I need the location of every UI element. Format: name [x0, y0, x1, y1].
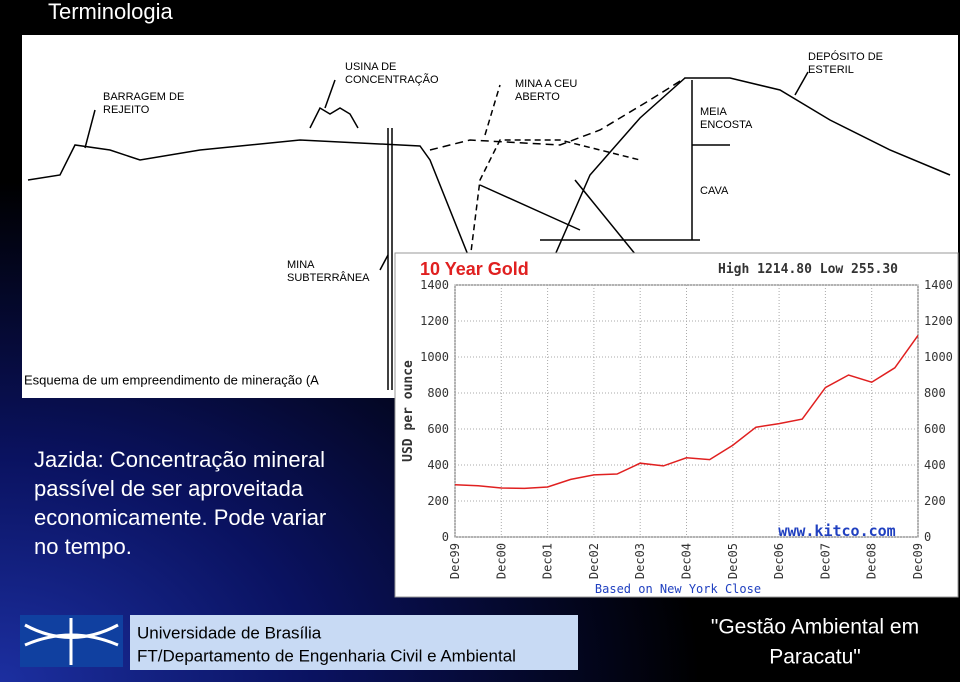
- x-tick-label: Dec03: [633, 543, 647, 579]
- x-tick-label: Dec05: [726, 543, 740, 579]
- diagram-label: MINA: [287, 259, 315, 271]
- institution: Universidade de Brasília: [137, 623, 322, 642]
- body-line: economicamente. Pode variar: [34, 505, 326, 530]
- diagram-drawing: [27, 71, 951, 390]
- diagram-label: USINA DE: [345, 61, 396, 73]
- logo-mark: [24, 618, 119, 665]
- x-tick-label: Dec07: [818, 543, 832, 579]
- project-line: Paracatu": [769, 646, 861, 669]
- y-tick-label: 0: [442, 530, 449, 544]
- y-tick-label: 600: [427, 422, 449, 436]
- diagram-label: SUBTERRÂNEA: [287, 271, 370, 284]
- y-tick-label-right: 200: [924, 494, 946, 508]
- diagram-label: CONCENTRAÇÃO: [345, 73, 439, 86]
- y-axis-label: USD per ounce: [401, 360, 416, 462]
- y-tick-label-right: 400: [924, 458, 946, 472]
- y-tick-label: 1400: [420, 278, 449, 292]
- body-line: Jazida: Concentração mineral: [34, 447, 325, 472]
- diagram-label: BARRAGEM DE: [103, 91, 184, 103]
- x-axis-label: Based on New York Close: [595, 582, 761, 596]
- y-tick-label-right: 0: [924, 530, 931, 544]
- diagram-label: MEIA: [700, 106, 728, 118]
- y-tick-label: 200: [427, 494, 449, 508]
- y-tick-label: 800: [427, 386, 449, 400]
- y-tick-label-right: 1400: [924, 278, 953, 292]
- y-tick-label: 1200: [420, 314, 449, 328]
- y-tick-label-right: 1000: [924, 350, 953, 364]
- chart-title: 10 Year Gold: [420, 259, 529, 279]
- x-tick-label: Dec01: [541, 543, 555, 579]
- price-line: [454, 334, 919, 490]
- diagram-label: CAVA: [700, 185, 729, 197]
- y-tick-label: 400: [427, 458, 449, 472]
- diagram-label: ESTERIL: [808, 64, 854, 76]
- y-tick-label-right: 800: [924, 386, 946, 400]
- x-tick-label: Dec00: [494, 543, 508, 579]
- slide-title: Terminologia: [48, 0, 173, 24]
- diagram-label: ENCOSTA: [700, 119, 753, 131]
- x-tick-label: Dec04: [680, 543, 694, 579]
- y-tick-label: 1000: [420, 350, 449, 364]
- body-line: passível de ser aproveitada: [34, 476, 304, 501]
- x-tick-label: Dec08: [865, 543, 879, 579]
- diagram-label: ABERTO: [515, 91, 560, 103]
- x-tick-label: Dec09: [911, 543, 925, 579]
- footer-box: [130, 615, 578, 670]
- chart-subtitle: High 1214.80 Low 255.30: [718, 262, 898, 277]
- diagram-label: REJEITO: [103, 104, 150, 116]
- department: FT/Departamento de Engenharia Civil e Am…: [137, 646, 516, 665]
- y-tick-label-right: 600: [924, 422, 946, 436]
- x-tick-label: Dec99: [448, 543, 462, 579]
- x-tick-label: Dec06: [772, 543, 786, 579]
- diagram-label: MINA A CEU: [515, 78, 577, 90]
- body-line: no tempo.: [34, 534, 132, 559]
- project-line: "Gestão Ambiental em: [711, 616, 919, 639]
- x-tick-label: Dec02: [587, 543, 601, 579]
- source: www.kitco.com: [778, 522, 895, 540]
- diagram-label: DEPÓSITO DE: [808, 50, 883, 63]
- y-tick-label-right: 1200: [924, 314, 953, 328]
- diagram-caption: Esquema de um empreendimento de mineraçã…: [24, 372, 319, 387]
